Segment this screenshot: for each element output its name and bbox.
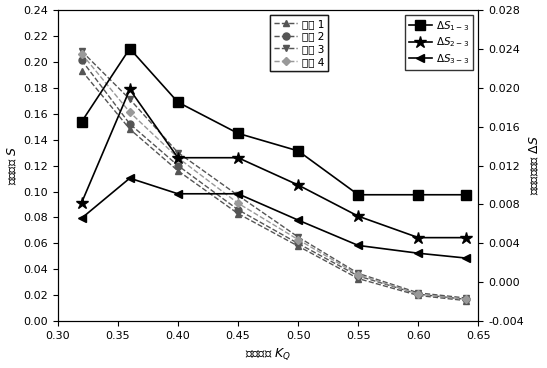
方案 1	[463, 298, 470, 303]
$\Delta S_{1-3}$	[235, 131, 241, 135]
方案 2	[78, 58, 85, 63]
$\Delta S_{1-3}$	[174, 100, 181, 105]
方案 4	[78, 52, 85, 56]
Line: 方案 4: 方案 4	[79, 51, 469, 302]
Legend: $\Delta S_{1-3}$, $\Delta S_{2-3}$, $\Delta S_{3-3}$: $\Delta S_{1-3}$, $\Delta S_{2-3}$, $\De…	[405, 15, 473, 70]
方案 1	[415, 293, 422, 298]
Line: $\Delta S_{2-3}$: $\Delta S_{2-3}$	[75, 83, 473, 244]
方案 4	[174, 156, 181, 160]
$\Delta S_{1-3}$	[415, 192, 422, 197]
$\Delta S_{1-3}$	[78, 120, 85, 124]
$\Delta S_{3-3}$	[235, 192, 241, 196]
Line: $\Delta S_{1-3}$: $\Delta S_{1-3}$	[77, 44, 472, 199]
$\Delta S_{2-3}$	[415, 236, 422, 240]
方案 1	[78, 68, 85, 73]
方案 2	[463, 297, 470, 302]
Line: 方案 2: 方案 2	[78, 57, 470, 303]
方案 2	[355, 274, 362, 278]
Y-axis label: 动量参数 $S$: 动量参数 $S$	[5, 146, 19, 185]
方案 4	[355, 272, 362, 277]
X-axis label: 流量系数 $K_Q$: 流量系数 $K_Q$	[245, 347, 291, 362]
Line: 方案 3: 方案 3	[78, 48, 470, 301]
$\Delta S_{2-3}$	[126, 87, 133, 92]
$\Delta S_{2-3}$	[174, 156, 181, 160]
方案 4	[415, 292, 422, 296]
$\Delta S_{2-3}$	[463, 236, 470, 240]
Legend: 方案 1, 方案 2, 方案 3, 方案 4: 方案 1, 方案 2, 方案 3, 方案 4	[270, 15, 328, 71]
方案 4	[295, 237, 301, 242]
方案 2	[174, 163, 181, 168]
方案 4	[126, 110, 133, 114]
$\Delta S_{3-3}$	[174, 192, 181, 196]
方案 1	[295, 244, 301, 248]
Line: $\Delta S_{3-3}$: $\Delta S_{3-3}$	[78, 174, 470, 262]
方案 3	[463, 296, 470, 300]
$\Delta S_{1-3}$	[463, 192, 470, 197]
$\Delta S_{1-3}$	[126, 46, 133, 51]
方案 3	[355, 271, 362, 276]
$\Delta S_{1-3}$	[295, 149, 301, 153]
Y-axis label: 动量参数差値 $\Delta S$: 动量参数差値 $\Delta S$	[528, 135, 542, 195]
$\Delta S_{1-3}$	[355, 192, 362, 197]
$\Delta S_{3-3}$	[126, 176, 133, 180]
方案 2	[126, 122, 133, 126]
方案 3	[174, 150, 181, 155]
方案 3	[126, 97, 133, 102]
方案 3	[235, 193, 241, 198]
Line: 方案 1: 方案 1	[78, 67, 470, 304]
$\Delta S_{2-3}$	[295, 183, 301, 187]
$\Delta S_{3-3}$	[415, 251, 422, 255]
方案 3	[78, 49, 85, 53]
方案 2	[235, 208, 241, 212]
方案 1	[174, 169, 181, 173]
$\Delta S_{2-3}$	[355, 214, 362, 218]
方案 4	[235, 201, 241, 205]
$\Delta S_{3-3}$	[355, 243, 362, 248]
方案 2	[415, 292, 422, 296]
方案 2	[295, 241, 301, 246]
方案 3	[295, 235, 301, 239]
$\Delta S_{3-3}$	[295, 218, 301, 222]
$\Delta S_{3-3}$	[463, 256, 470, 260]
$\Delta S_{3-3}$	[78, 216, 85, 220]
方案 1	[126, 127, 133, 131]
方案 1	[355, 276, 362, 281]
$\Delta S_{2-3}$	[78, 200, 85, 205]
$\Delta S_{2-3}$	[235, 156, 241, 160]
方案 3	[415, 291, 422, 295]
方案 1	[235, 211, 241, 216]
方案 4	[463, 297, 470, 302]
